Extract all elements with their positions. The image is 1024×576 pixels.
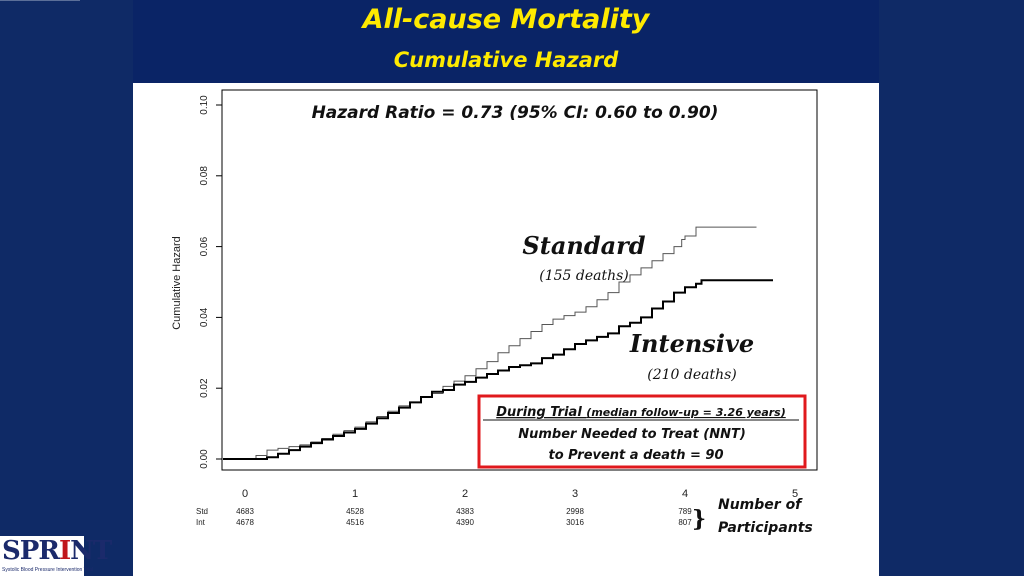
nnt-line: Number Needed to Treat (NNT) bbox=[518, 427, 746, 442]
x-tick-label: 2 bbox=[462, 488, 468, 500]
hazard-ratio-title: Hazard Ratio = 0.73 (95% CI: 0.60 to 0.9… bbox=[312, 103, 719, 123]
y-axis-label: Cumulative Hazard bbox=[171, 236, 183, 330]
x-tick-label: 0 bbox=[242, 488, 248, 500]
risk-cell: 4528 bbox=[346, 507, 364, 516]
x-tick-label: 3 bbox=[572, 488, 578, 500]
header-band bbox=[133, 0, 879, 83]
series-deaths-standard: (155 deaths) bbox=[539, 268, 629, 284]
y-tick-label: 0.00 bbox=[199, 449, 210, 469]
nnt-box-heading: During Trial (median follow-up = 3.26 ye… bbox=[496, 405, 786, 420]
series-label-intensive: Intensive bbox=[629, 329, 754, 358]
y-tick-label: 0.04 bbox=[199, 307, 210, 327]
participants-note-line2: Participants bbox=[718, 520, 813, 536]
x-tick-label: 1 bbox=[352, 488, 358, 500]
risk-cell: 4516 bbox=[346, 518, 364, 527]
y-tick-label: 0.02 bbox=[199, 378, 210, 398]
risk-row-label: Int bbox=[196, 518, 206, 527]
y-tick-label: 0.10 bbox=[199, 95, 210, 115]
risk-cell: 789 bbox=[678, 507, 692, 516]
risk-brace: } bbox=[692, 506, 706, 532]
nnt-value-line: to Prevent a death = 90 bbox=[548, 448, 723, 463]
logo-tagline: Systolic Blood Pressure Intervention Tri… bbox=[2, 567, 94, 573]
y-tick-label: 0.08 bbox=[199, 166, 210, 186]
right-margin bbox=[879, 0, 1024, 576]
chart-panel bbox=[133, 83, 879, 576]
series-label-standard: Standard bbox=[522, 231, 645, 260]
series-line-intensive bbox=[223, 279, 773, 460]
x-tick-label: 4 bbox=[682, 488, 688, 500]
nnt-box bbox=[477, 394, 807, 469]
risk-cell: 4683 bbox=[236, 507, 254, 516]
x-tick-label: 5 bbox=[792, 488, 798, 500]
participants-note-line1: Number of bbox=[718, 497, 803, 513]
divider bbox=[0, 0, 80, 1]
sprint-logo: SPRINT Systolic Blood Pressure Intervent… bbox=[0, 536, 112, 576]
risk-cell: 2998 bbox=[566, 507, 584, 516]
y-tick-label: 0.06 bbox=[199, 236, 210, 256]
left-margin bbox=[0, 0, 133, 576]
slide-title: All-cause Mortality bbox=[362, 4, 650, 35]
risk-cell: 3016 bbox=[566, 518, 584, 527]
risk-cell: 4390 bbox=[456, 518, 474, 527]
series-deaths-intensive: (210 deaths) bbox=[647, 367, 737, 383]
risk-cell: 807 bbox=[678, 518, 692, 527]
risk-row-label: Std bbox=[196, 507, 208, 516]
logo-wordmark: SPRINT bbox=[2, 536, 112, 566]
risk-cell: 4383 bbox=[456, 507, 474, 516]
slide-subtitle: Cumulative Hazard bbox=[393, 48, 619, 72]
risk-cell: 4678 bbox=[236, 518, 254, 527]
plot-frame bbox=[221, 89, 818, 471]
